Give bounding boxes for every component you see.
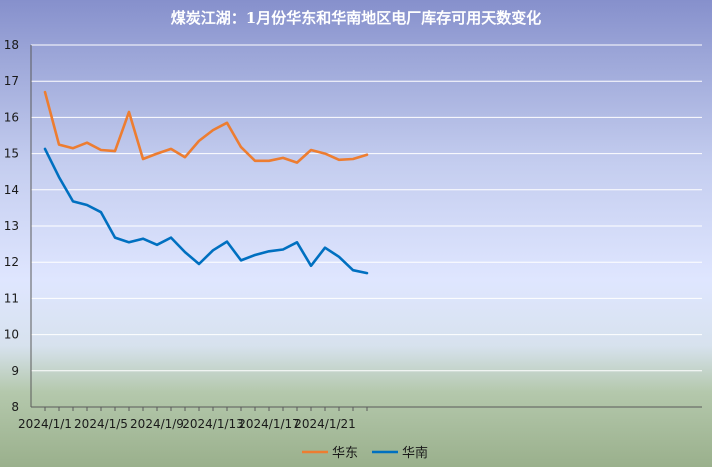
y-tick-label: 8 bbox=[11, 400, 19, 414]
chart-title: 煤炭江湖：1月份华东和华南地区电厂库存可用天数变化 bbox=[171, 9, 541, 27]
y-tick-label: 17 bbox=[4, 74, 19, 88]
x-tick-label: 2024/1/9 bbox=[130, 417, 184, 431]
x-tick-label: 2024/1/5 bbox=[74, 417, 128, 431]
series-line-1 bbox=[43, 147, 369, 275]
y-tick-label: 13 bbox=[4, 219, 19, 233]
legend: 华东 华南 bbox=[302, 445, 428, 461]
y-tick-label: 11 bbox=[4, 291, 19, 305]
y-tick-label: 12 bbox=[4, 255, 19, 269]
series-layer bbox=[43, 90, 369, 275]
y-tick-label: 14 bbox=[4, 183, 19, 197]
y-tick-label: 16 bbox=[4, 110, 19, 124]
x-tick-label: 2024/1/17 bbox=[238, 417, 300, 431]
y-tick-label: 15 bbox=[4, 147, 19, 161]
legend-label-1: 华南 bbox=[402, 445, 428, 461]
y-tick-label: 18 bbox=[4, 38, 19, 52]
grid-lines bbox=[31, 44, 702, 408]
x-tick-label: 2024/1/13 bbox=[182, 417, 244, 431]
legend-label-0: 华东 bbox=[332, 446, 358, 461]
x-tick-label: 2024/1/21 bbox=[294, 417, 356, 431]
x-tick-label: 2024/1/1 bbox=[18, 417, 72, 431]
series-line-0 bbox=[43, 90, 369, 164]
y-tick-label: 10 bbox=[4, 328, 19, 342]
y-tick-label: 9 bbox=[11, 364, 19, 378]
